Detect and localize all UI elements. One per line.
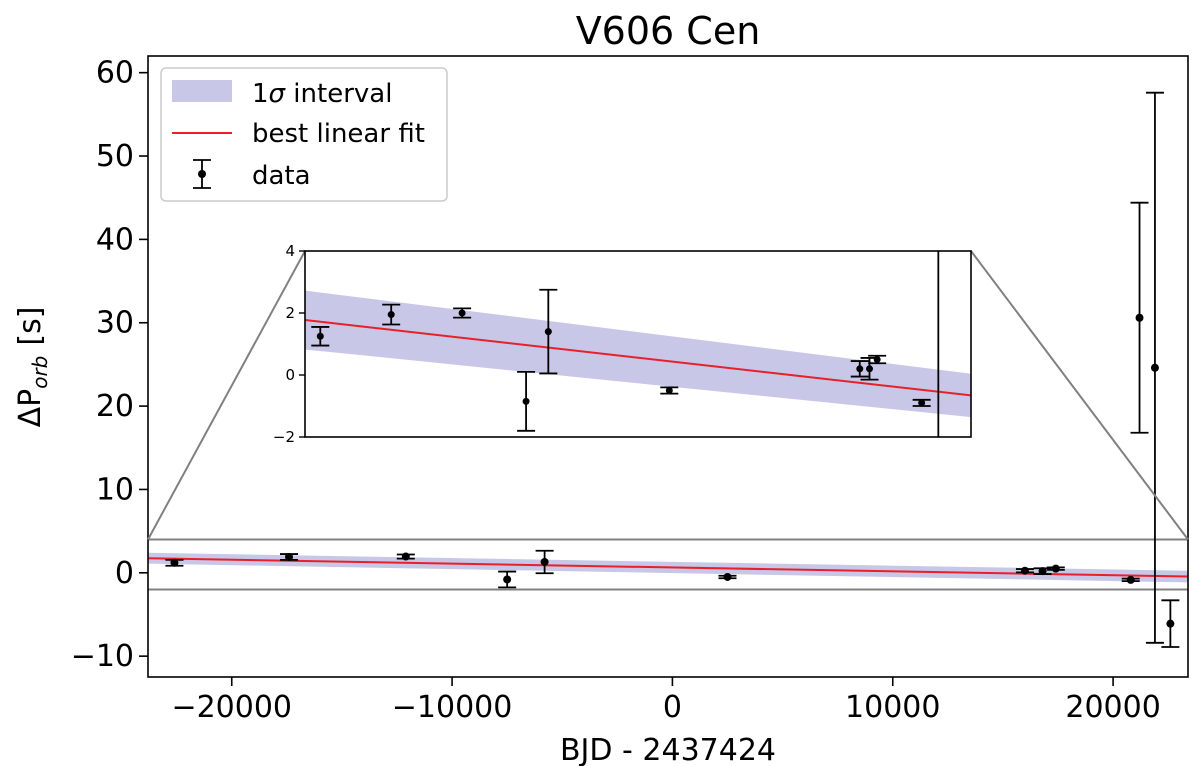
data-point xyxy=(498,570,517,589)
y-axis-label-sub: orb xyxy=(28,356,52,389)
data-point-marker xyxy=(285,552,294,561)
data-point-marker xyxy=(503,575,512,584)
inset-plot: −2 0 2 4 xyxy=(273,242,972,446)
y-tick-label: 50 xyxy=(96,139,134,174)
data-point-marker xyxy=(1150,363,1159,372)
data-point-marker xyxy=(1020,566,1029,575)
inset-data-point xyxy=(912,398,931,407)
data-point xyxy=(718,572,737,581)
data-point-marker xyxy=(387,311,395,319)
y-tick-label: 40 xyxy=(96,222,134,257)
inset-content xyxy=(305,251,971,437)
data-point-marker xyxy=(170,558,179,567)
legend-label-interval: 1σ interval xyxy=(252,79,392,109)
fit-line xyxy=(147,557,1189,578)
data-point xyxy=(1161,599,1180,648)
inset-data-point xyxy=(850,360,869,378)
inset-frame xyxy=(304,250,972,438)
legend-frame xyxy=(160,67,448,202)
legend-label-interval-suffix: interval xyxy=(285,79,392,109)
zoom-connector xyxy=(147,250,1189,541)
data-point xyxy=(1046,564,1065,573)
data-point xyxy=(1015,566,1034,575)
legend-errorbar-swatch xyxy=(193,159,211,189)
inset-data-point xyxy=(660,386,679,395)
data-point-marker xyxy=(401,552,410,561)
y-tick-label: 0 xyxy=(115,556,134,591)
legend-label-fit: best linear fit xyxy=(252,119,425,149)
data-point-marker xyxy=(1126,575,1135,584)
inset-data-point xyxy=(382,303,401,326)
inset-data-point xyxy=(860,357,879,381)
y-tick-label: 60 xyxy=(96,56,134,91)
data-point-marker xyxy=(522,397,530,405)
x-tick-label: 0 xyxy=(663,690,682,725)
data-point xyxy=(1130,201,1149,434)
data-point xyxy=(396,552,415,561)
data-point xyxy=(535,549,554,575)
data-point-marker xyxy=(873,356,881,363)
data-point-marker xyxy=(665,387,673,394)
legend-label-interval-prefix: 1 xyxy=(252,79,269,109)
inset-data-point xyxy=(517,370,536,432)
data-point-marker xyxy=(1135,313,1144,322)
plot-frame xyxy=(147,55,1189,678)
data-point-marker xyxy=(866,365,874,373)
inset-y-tick-label: 2 xyxy=(285,304,295,322)
x-tick-label: −20000 xyxy=(171,690,292,725)
data-point-marker xyxy=(1038,567,1047,576)
data-point-marker xyxy=(540,557,549,566)
inset-fit-line xyxy=(305,319,971,397)
inset-y-tick-label: 4 xyxy=(285,242,295,260)
data-point-marker xyxy=(856,365,864,373)
x-tick-label: 20000 xyxy=(1065,690,1160,725)
chart-title: V606 Cen xyxy=(576,9,761,53)
data-point-marker xyxy=(316,332,324,340)
data-point-marker xyxy=(1166,619,1175,628)
y-tick-label: 30 xyxy=(96,306,134,341)
inset-data-point xyxy=(868,354,887,365)
legend-label-data: data xyxy=(252,161,311,191)
x-axis-label: BJD - 2437424 xyxy=(560,733,776,766)
data-point-marker xyxy=(918,399,926,407)
data-point-marker xyxy=(723,572,732,581)
data-point xyxy=(1145,91,1164,644)
y-tick-label: −10 xyxy=(71,639,134,674)
inset-y-tick-label: −2 xyxy=(273,428,295,446)
data-point xyxy=(1121,575,1140,584)
inset-y-tick-label: 0 xyxy=(285,366,295,384)
data-point-marker xyxy=(544,328,552,336)
inset-data-point xyxy=(311,326,330,347)
data-point-marker xyxy=(198,170,206,178)
main-plot-area xyxy=(147,55,1189,678)
y-axis-label-unit: [s] xyxy=(13,307,48,346)
x-tick-label: 10000 xyxy=(845,690,940,725)
data-point xyxy=(280,552,299,561)
x-tick-label: −10000 xyxy=(392,690,513,725)
zoom-connector-right xyxy=(970,250,1189,541)
data-point-marker xyxy=(1051,564,1060,573)
inset-data-point xyxy=(539,288,558,375)
legend-band-swatch xyxy=(172,80,232,102)
zoom-connector-left xyxy=(147,250,306,540)
legend-label-interval-symbol: σ xyxy=(269,79,287,109)
data-point xyxy=(165,558,184,567)
y-tick-label: 10 xyxy=(96,472,134,507)
legend: 1σ interval best linear fit data xyxy=(160,67,448,202)
y-tick-label: 20 xyxy=(96,389,134,424)
y-axis-label: ΔPorb [s] xyxy=(13,307,52,428)
y-axis-label-main: ΔP xyxy=(13,389,48,428)
inset-data-point xyxy=(453,307,472,319)
inset-confidence-band xyxy=(305,290,971,418)
data-point-marker xyxy=(458,309,466,317)
